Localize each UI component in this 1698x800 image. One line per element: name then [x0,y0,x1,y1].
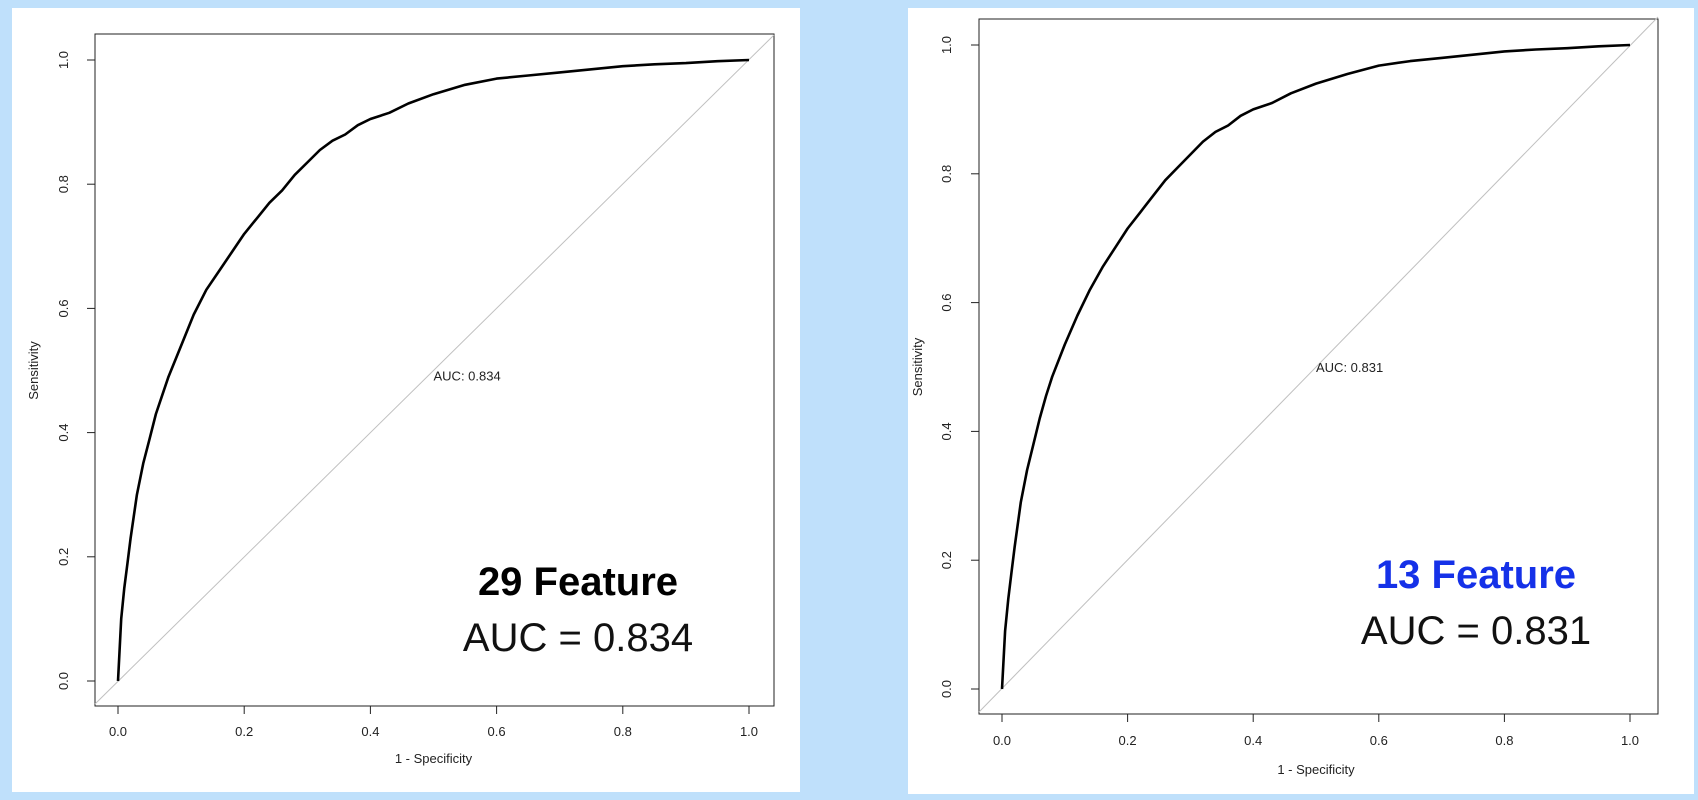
y-tick-label: 0.4 [939,422,954,440]
x-tick-label: 0.8 [1495,733,1513,748]
feature-count-title: 13 Feature [1376,553,1576,597]
y-tick-label: 1.0 [56,51,71,69]
x-axis-title: 1 - Specificity [395,751,473,766]
plot-frame [94,33,775,707]
y-tick-label: 0.2 [939,551,954,569]
y-tick-label: 1.0 [939,36,954,54]
roc-curve-line [116,58,750,682]
x-tick-label: 0.6 [1370,733,1388,748]
x-tick-label: 0.4 [361,724,379,739]
roc-chart-29-feature: 0.0 0.2 0.4 0.6 0.8 1.0 0.0 0.2 0.4 0.6 0.8 1.0 1 - … [26,33,775,766]
auc-value-caption: AUC = 0.834 [463,616,693,660]
x-axis-title: 1 - Specificity [1277,762,1355,777]
auc-annotation: AUC: 0.834 [434,368,501,383]
auc-annotation: AUC: 0.831 [1316,360,1383,375]
y-tick-label: 0.4 [56,424,71,442]
y-tick-label: 0.6 [56,299,71,317]
roc-chart-13-feature: 0.0 0.2 0.4 0.6 0.8 1.0 0.0 0.2 0.4 0.6 0.8 1.0 1 - … [910,16,1659,777]
y-tick-label: 0.6 [939,294,954,312]
feature-count-title: 29 Feature [478,560,678,604]
plot-frame [978,18,1659,715]
x-tick-label: 0.0 [109,724,127,739]
x-tick-label: 0.6 [488,724,506,739]
roc-panel-29-feature: 0.0 0.2 0.4 0.6 0.8 1.0 0.0 0.2 0.4 0.6 0.8 1.0 1 - … [12,8,800,792]
y-tick-label: 0.2 [56,548,71,566]
diagonal-reference-line [94,34,775,705]
y-tick-label: 0.0 [939,680,954,698]
x-tick-label: 1.0 [1621,733,1639,748]
y-tick-label: 0.0 [56,672,71,690]
x-tick-label: 0.4 [1244,733,1262,748]
x-tick-label: 0.0 [993,733,1011,748]
y-tick-label: 0.8 [56,175,71,193]
x-tick-label: 1.0 [740,724,758,739]
x-tick-label: 0.8 [614,724,632,739]
roc-curve-line [1000,43,1631,690]
y-axis-title: Sensitivity [26,341,41,400]
auc-value-caption: AUC = 0.831 [1361,609,1591,653]
y-axis-title: Sensitivity [910,337,925,396]
y-tick-label: 0.8 [939,165,954,183]
roc-panel-13-feature: 0.0 0.2 0.4 0.6 0.8 1.0 0.0 0.2 0.4 0.6 0.8 1.0 1 - … [908,8,1694,794]
x-tick-label: 0.2 [1119,733,1137,748]
diagonal-reference-line [978,16,1659,713]
x-tick-label: 0.2 [235,724,253,739]
